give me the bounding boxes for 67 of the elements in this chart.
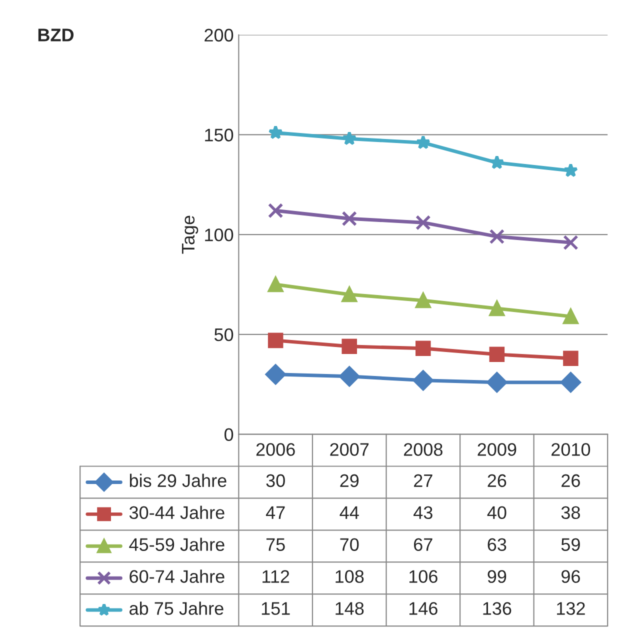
y-tick-label: 50 — [214, 328, 234, 342]
data-label: 27 — [414, 474, 432, 487]
x-tick-label: 2009 — [478, 443, 516, 456]
point — [342, 210, 358, 226]
point — [268, 332, 284, 348]
legend-label: 30-44 Jahre — [129, 506, 224, 520]
y-axis-title: Tage — [182, 216, 198, 254]
data-label: 99 — [488, 570, 506, 583]
point — [416, 135, 430, 150]
point — [412, 370, 434, 391]
data-label: 148 — [336, 602, 364, 615]
y-tick-label: 0 — [224, 428, 234, 442]
data-label: 106 — [409, 570, 438, 583]
point — [486, 372, 508, 393]
point — [563, 308, 578, 324]
point — [416, 292, 431, 308]
data-label: 44 — [340, 506, 359, 519]
point — [342, 338, 358, 354]
point — [563, 350, 578, 366]
data-label: 59 — [561, 538, 580, 551]
point — [563, 163, 578, 178]
data-label: 30 — [266, 474, 285, 488]
point — [563, 234, 578, 250]
data-label: 47 — [266, 506, 285, 519]
data-label: 96 — [562, 570, 580, 583]
data-label: 26 — [562, 474, 580, 488]
x-tick-label: 2006 — [256, 443, 295, 456]
point — [268, 276, 284, 292]
point — [489, 346, 505, 362]
data-label: 29 — [340, 474, 359, 488]
point — [265, 364, 286, 385]
data-label: 26 — [488, 474, 506, 488]
point — [342, 131, 357, 146]
point — [416, 340, 431, 356]
point — [268, 202, 284, 218]
point — [490, 155, 504, 170]
legend-label: 45-59 Jahre — [129, 538, 224, 551]
data-label: 43 — [414, 506, 432, 520]
x-tick-label: 2007 — [330, 443, 369, 456]
legend-label: 60-74 Jahre — [130, 570, 224, 583]
legend-label: ab 75 Jahre — [130, 602, 224, 615]
legend-label: bis 29 Jahre — [130, 474, 226, 488]
data-label: 136 — [483, 602, 512, 615]
data-label: 108 — [336, 570, 364, 583]
point — [416, 214, 431, 230]
point — [489, 228, 505, 244]
data-label: 38 — [561, 506, 580, 520]
point — [268, 125, 283, 140]
y-tick-label: 100 — [205, 228, 234, 242]
point — [560, 372, 581, 393]
data-label: 112 — [262, 570, 290, 583]
data-label: 67 — [414, 538, 432, 551]
point — [339, 366, 360, 387]
text: BZD — [38, 28, 74, 42]
data-label: 132 — [557, 602, 585, 615]
data-label: 63 — [488, 538, 506, 551]
y-tick-label: 150 — [205, 128, 234, 142]
x-tick-label: 2010 — [552, 443, 590, 456]
data-label: 151 — [262, 602, 290, 615]
x-tick-label: 2008 — [404, 443, 442, 456]
y-tick-label: 200 — [204, 28, 234, 42]
data-label: 75 — [266, 538, 285, 551]
data-label: 146 — [409, 602, 438, 615]
point — [489, 300, 505, 316]
point — [342, 286, 358, 302]
data-label: 70 — [340, 538, 359, 551]
data-label: 40 — [487, 506, 506, 520]
